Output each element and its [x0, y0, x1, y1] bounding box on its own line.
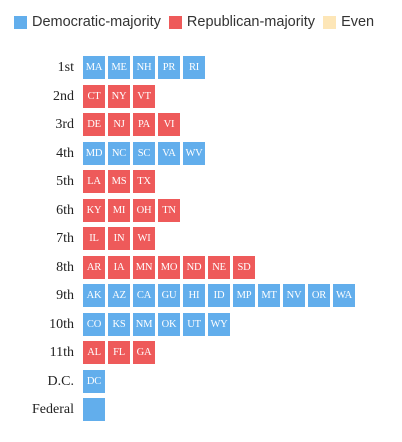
- state-tile: ME: [108, 56, 130, 79]
- state-tile: MN: [133, 255, 155, 279]
- legend-item-even: Even: [323, 14, 374, 30]
- state-tile: IL: [83, 227, 105, 250]
- state-tile: OK: [158, 312, 180, 336]
- state-tile: ID: [208, 284, 230, 307]
- circuit-label: 5th: [56, 174, 74, 189]
- circuit-label: Federal: [32, 402, 74, 417]
- circuit-label: 4th: [56, 145, 74, 161]
- circuit-label: 8th: [56, 259, 74, 275]
- state-tile: WY: [208, 312, 230, 336]
- state-tile: WI: [133, 227, 155, 250]
- state-tile: DC: [83, 369, 105, 393]
- state-tile: WA: [333, 284, 355, 307]
- legend-item-democratic: Democratic-majority: [14, 14, 161, 30]
- state-tile: PR: [158, 56, 180, 79]
- circuit-label: 2nd: [53, 88, 74, 104]
- state-tile: SC: [133, 141, 155, 165]
- state-tile: MI: [108, 198, 130, 222]
- circuit-label: 10th: [49, 316, 74, 332]
- legend-item-republican: Republican-majority: [168, 14, 316, 30]
- state-tile: AK: [83, 284, 105, 307]
- circuit-label: 1st: [57, 60, 74, 75]
- legend-label-democratic: Democratic-majority: [32, 14, 161, 30]
- state-tile: LA: [83, 170, 105, 193]
- circuit-label: 7th: [56, 231, 74, 246]
- state-tile: CO: [83, 312, 105, 336]
- legend-swatch-democratic: [14, 15, 27, 29]
- circuit-label: 6th: [56, 202, 74, 218]
- state-tile: PA: [133, 113, 155, 136]
- state-tile: VA: [158, 141, 180, 165]
- state-tile: TN: [158, 198, 180, 222]
- state-tile: GU: [158, 284, 180, 307]
- state-tile: MA: [83, 56, 105, 79]
- state-tile: HI: [183, 284, 205, 307]
- state-tile: CT: [83, 84, 105, 108]
- legend-swatch-republican: [168, 15, 182, 29]
- state-tile: NH: [133, 56, 155, 79]
- circuit-label: 9th: [56, 288, 74, 303]
- state-tile: UT: [183, 312, 205, 336]
- state-tile: MD: [83, 141, 105, 165]
- state-tile: SD: [233, 255, 255, 279]
- state-tile: AL: [83, 341, 105, 364]
- state-tile: OH: [133, 198, 155, 222]
- state-tile: MT: [258, 284, 280, 307]
- state-tile: KY: [83, 198, 105, 222]
- state-tile: VT: [133, 84, 155, 108]
- state-tile: CA: [133, 284, 155, 307]
- state-tile: IN: [108, 227, 130, 250]
- circuit-label: 3rd: [55, 117, 74, 132]
- state-tile: DE: [83, 113, 105, 136]
- circuit-label: 11th: [49, 345, 74, 360]
- state-tile: TX: [133, 170, 155, 193]
- state-tile: MP: [233, 284, 255, 307]
- state-tile: FL: [108, 341, 130, 364]
- state-tile: AR: [83, 255, 105, 279]
- state-tile: ND: [183, 255, 205, 279]
- state-tile: NM: [133, 312, 155, 336]
- state-tile: VI: [158, 113, 180, 136]
- state-tile: MS: [108, 170, 130, 193]
- state-tile: RI: [183, 56, 205, 79]
- legend-label-even: Even: [341, 14, 375, 30]
- state-tile: [83, 398, 105, 421]
- state-tile: NE: [208, 255, 230, 279]
- state-tile: NC: [108, 141, 130, 165]
- state-tile: KS: [108, 312, 130, 336]
- legend: Democratic-majority Republican-majority …: [14, 13, 382, 31]
- state-tile: AZ: [108, 284, 130, 307]
- state-tile: MO: [158, 255, 180, 279]
- state-tile: WV: [183, 141, 205, 165]
- state-tile: NV: [283, 284, 305, 307]
- state-tile: NY: [108, 84, 130, 108]
- state-tile: NJ: [108, 113, 130, 136]
- state-tile: OR: [308, 284, 330, 307]
- legend-swatch-even: [323, 15, 337, 29]
- state-tile: GA: [133, 341, 155, 364]
- state-tile: IA: [108, 255, 130, 279]
- circuit-label: D.C.: [47, 373, 74, 389]
- legend-label-republican: Republican-majority: [186, 14, 316, 30]
